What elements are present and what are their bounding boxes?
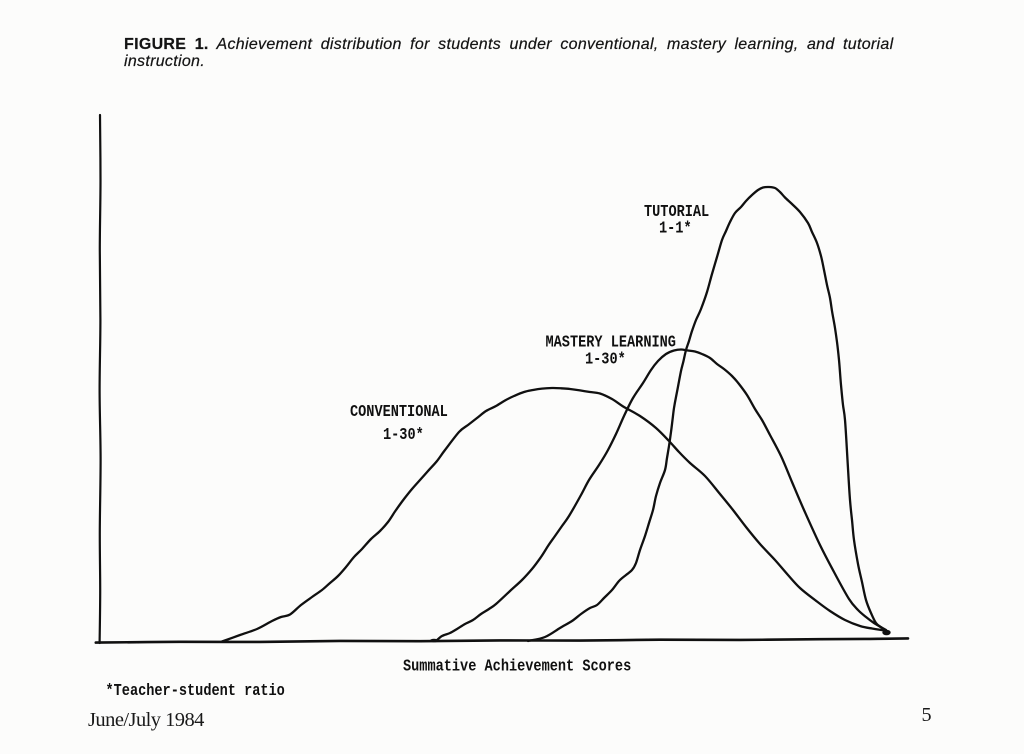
svg-text:*Teacher-student ratio: *Teacher-student ratio <box>106 681 285 701</box>
svg-text:CONVENTIONAL: CONVENTIONAL <box>350 402 448 422</box>
svg-text:MASTERY LEARNING: MASTERY LEARNING <box>546 332 676 352</box>
svg-text:1-30*: 1-30* <box>383 425 424 445</box>
svg-text:Summative Achievement Scores: Summative Achievement Scores <box>403 656 631 676</box>
svg-text:1-30*: 1-30* <box>585 349 626 369</box>
svg-text:TUTORIAL: TUTORIAL <box>644 201 709 221</box>
svg-text:1-1*: 1-1* <box>659 218 692 238</box>
